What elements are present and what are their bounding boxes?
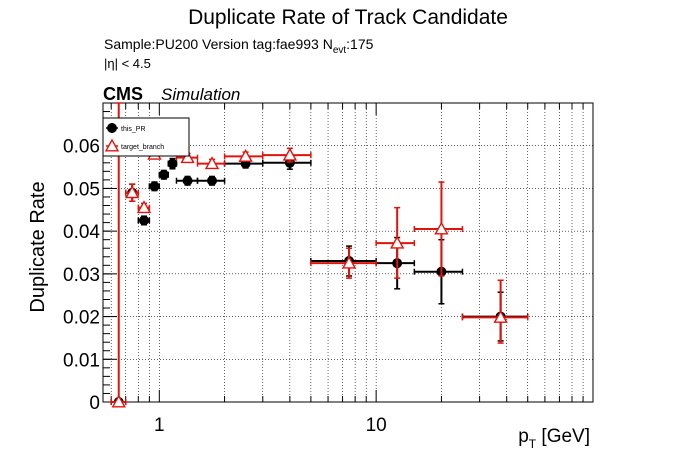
x-axis-title-sub: T — [529, 437, 537, 451]
y-tick-label: 0 — [89, 393, 100, 414]
y-tick-label: 0.04 — [63, 222, 100, 243]
y-tick-label: 0.02 — [63, 308, 100, 329]
legend: this_PR target_branch — [102, 117, 190, 157]
data-point — [138, 215, 149, 226]
sample-info-subscript: evt — [333, 45, 347, 56]
data-point — [389, 235, 405, 249]
data-point — [149, 181, 160, 192]
legend-label-target-branch: target_branch — [121, 144, 164, 151]
data-point — [434, 221, 449, 235]
legend-marker — [107, 123, 117, 133]
data-point — [207, 175, 218, 186]
data-point — [158, 169, 169, 180]
sample-info-main: Sample:PU200 Version tag:fae993 N — [104, 36, 333, 52]
y-tick-label: 0.01 — [63, 350, 100, 371]
eta-cut-label: |η| < 4.5 — [104, 56, 151, 71]
data-point — [167, 158, 178, 169]
chart-title: Duplicate Rate of Track Candidate — [188, 6, 508, 29]
cms-label: CMS — [103, 84, 143, 104]
data-point — [136, 200, 152, 214]
x-tick-label: 10 — [366, 415, 387, 436]
data-point — [125, 185, 140, 199]
legend-entry-this-pr — [106, 123, 118, 133]
data-point — [180, 150, 195, 164]
y-axis-title: Duplicate Rate — [27, 181, 49, 312]
sample-info: Sample:PU200 Version tag:fae993 Nevt:175 — [104, 36, 374, 56]
x-axis-title-unit: [GeV] — [536, 426, 590, 447]
legend-entry-target-branch — [104, 138, 120, 152]
data-point — [493, 309, 508, 323]
x-axis-title: pT [GeV] — [518, 426, 590, 451]
x-axis-title-main: p — [518, 426, 529, 447]
series-this-PR — [110, 155, 529, 407]
y-tick-label: 0.06 — [63, 137, 100, 158]
x-tick-label: 1 — [154, 415, 165, 436]
data-point — [204, 156, 220, 170]
data-point — [238, 148, 253, 162]
plot-frame — [102, 102, 594, 403]
legend-label-this-pr: this_PR — [121, 126, 146, 133]
sample-info-suffix: :175 — [346, 36, 373, 52]
grid — [103, 103, 593, 403]
y-tick-label: 0.05 — [63, 179, 100, 200]
data-point — [341, 255, 357, 269]
data-point — [182, 175, 193, 186]
y-tick-label: 0.03 — [63, 265, 100, 286]
simulation-label: Simulation — [161, 85, 240, 104]
data-point — [282, 147, 298, 161]
data-point — [111, 394, 126, 408]
legend-marker — [104, 138, 120, 152]
